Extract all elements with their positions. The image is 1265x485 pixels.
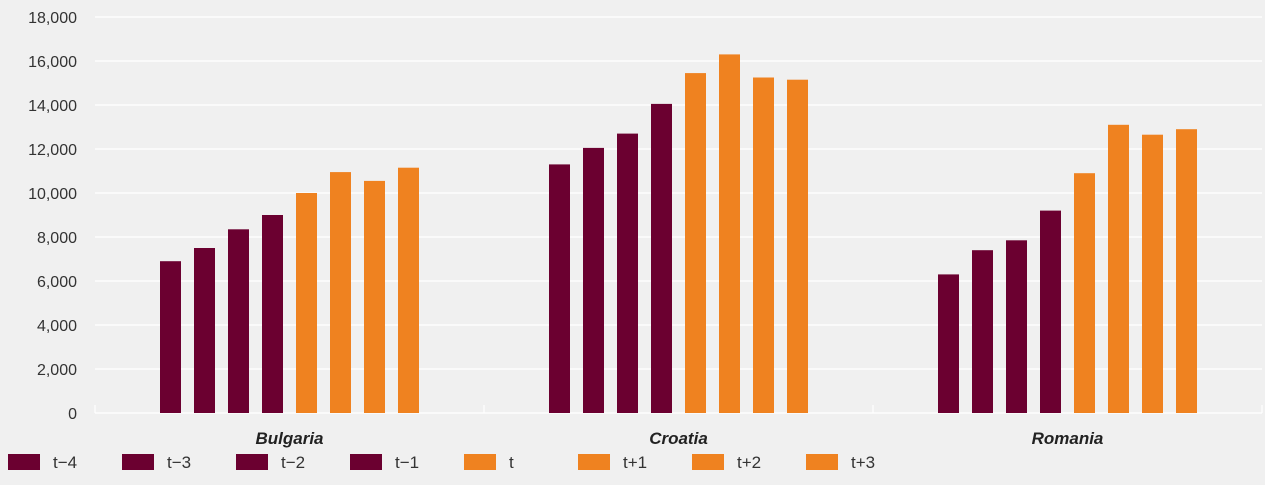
y-tick-label: 2,000 — [37, 362, 77, 379]
bar — [160, 261, 181, 413]
legend-swatch — [122, 454, 154, 470]
y-tick-label: 8,000 — [37, 230, 77, 247]
bar — [1074, 173, 1095, 413]
bar — [398, 167, 419, 413]
bar — [1176, 129, 1197, 413]
gridlines — [95, 16, 1262, 414]
legend: t−4 t−3 t−2 t−1 t t+1 t+2 t+3 — [8, 453, 875, 472]
y-tick-label: 18,000 — [28, 10, 77, 27]
x-category-label: Bulgaria — [255, 429, 323, 448]
legend-label: t−1 — [395, 453, 419, 472]
bar — [753, 77, 774, 413]
bar — [1142, 134, 1163, 413]
bar — [651, 103, 672, 414]
y-tick-label: 4,000 — [37, 318, 77, 335]
y-tick-label: 14,000 — [28, 98, 77, 115]
bar — [1040, 210, 1061, 413]
legend-label: t+1 — [623, 453, 647, 472]
y-axis: 0 2,000 4,000 6,000 8,000 10,000 12,000 14,000 1… — [28, 10, 77, 423]
legend-label: t−2 — [281, 453, 305, 472]
bar — [296, 193, 317, 413]
bar — [972, 250, 993, 413]
legend-swatch — [692, 454, 724, 470]
legend-swatch — [350, 454, 382, 470]
bar — [1006, 240, 1027, 413]
legend-label: t — [509, 453, 514, 472]
bar — [938, 274, 959, 413]
y-tick-label: 12,000 — [28, 142, 77, 159]
x-axis: Bulgaria Croatia Romania — [94, 405, 1263, 448]
bar — [228, 229, 249, 413]
legend-label: t+3 — [851, 453, 875, 472]
legend-swatch — [806, 454, 838, 470]
bar — [364, 180, 385, 413]
bar — [719, 54, 740, 414]
y-tick-label: 0 — [68, 406, 77, 423]
bar — [194, 248, 215, 413]
bar — [787, 79, 808, 413]
legend-swatch — [464, 454, 496, 470]
bar — [1108, 124, 1129, 414]
bar — [685, 73, 706, 413]
legend-label: t−3 — [167, 453, 191, 472]
bar — [583, 147, 604, 413]
legend-label: t−4 — [53, 453, 77, 472]
y-tick-label: 10,000 — [28, 186, 77, 203]
y-tick-label: 16,000 — [28, 54, 77, 71]
legend-swatch — [8, 454, 40, 470]
bars — [160, 54, 1197, 414]
legend-swatch — [236, 454, 268, 470]
x-category-label: Romania — [1032, 429, 1104, 448]
y-tick-label: 6,000 — [37, 274, 77, 291]
legend-swatch — [578, 454, 610, 470]
x-category-label: Croatia — [649, 429, 708, 448]
bar — [549, 164, 570, 413]
bar — [617, 133, 638, 413]
bar — [330, 172, 351, 413]
bar — [262, 215, 283, 413]
legend-label: t+2 — [737, 453, 761, 472]
